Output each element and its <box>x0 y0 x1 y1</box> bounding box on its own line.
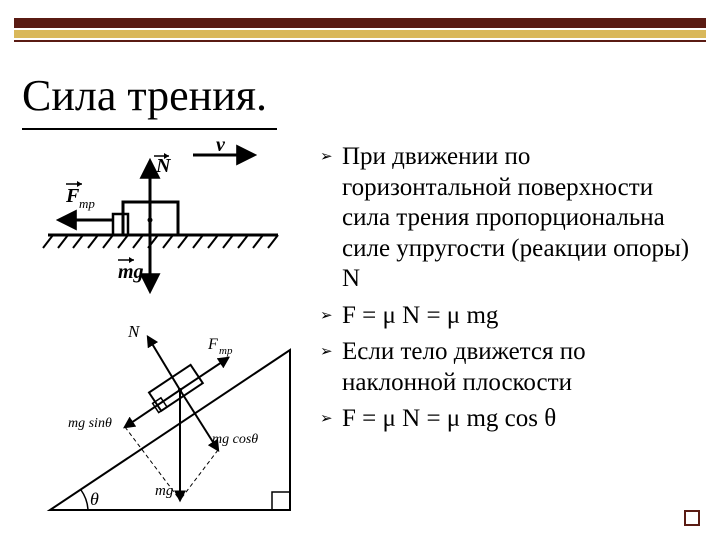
bullet-item: ➢ F = μ N = μ mg <box>320 301 692 332</box>
title-underline <box>22 128 277 130</box>
svg-text:v: v <box>216 140 226 156</box>
bullet-text: При движении по горизонтальной поверхнос… <box>342 142 692 295</box>
svg-text:F: F <box>207 336 218 353</box>
svg-text:mg sinθ: mg sinθ <box>68 416 112 431</box>
svg-text:N: N <box>127 322 141 341</box>
svg-text:mg cosθ: mg cosθ <box>212 432 258 447</box>
bullet-item: ➢ При движении по горизонтальной поверхн… <box>320 142 692 295</box>
bullet-item: ➢ F = μ N = μ mg cos θ <box>320 404 692 435</box>
header-stripes <box>14 18 706 42</box>
figure-horizontal-surface: N v F тр mg <box>38 140 288 300</box>
bullet-text: F = μ N = μ mg <box>342 301 692 332</box>
figure-inclined-plane: θ N F тр mg mg cosθ mg sinθ <box>40 315 300 525</box>
svg-text:N: N <box>155 155 172 177</box>
svg-text:F: F <box>65 185 80 207</box>
svg-text:тр: тр <box>79 196 95 211</box>
bullet-text: Если тело движется по наклонной плоскост… <box>342 337 692 398</box>
bullet-text: F = μ N = μ mg cos θ <box>342 404 692 435</box>
bullet-list: ➢ При движении по горизонтальной поверхн… <box>320 142 692 441</box>
svg-text:θ: θ <box>90 489 99 509</box>
slide-title: Сила трения. <box>22 70 267 121</box>
bullet-marker-icon: ➢ <box>320 337 342 398</box>
bullet-marker-icon: ➢ <box>320 142 342 295</box>
svg-text:тр: тр <box>219 345 233 357</box>
corner-square-icon <box>684 510 700 526</box>
bullet-marker-icon: ➢ <box>320 404 342 435</box>
svg-text:mg: mg <box>118 261 144 283</box>
bullet-item: ➢ Если тело движется по наклонной плоско… <box>320 337 692 398</box>
bullet-marker-icon: ➢ <box>320 301 342 332</box>
svg-text:mg: mg <box>155 483 174 499</box>
